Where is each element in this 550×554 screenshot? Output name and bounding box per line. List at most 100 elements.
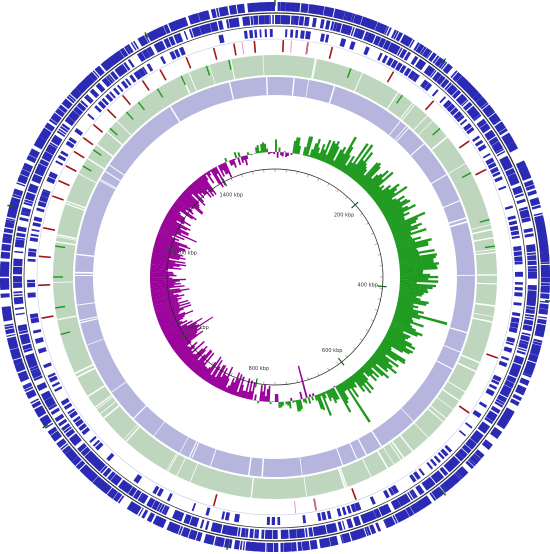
cds-reverse-arrow <box>452 89 462 99</box>
cds-forward-arrow <box>353 530 359 540</box>
gc-bar <box>384 206 403 218</box>
cds-forward-arrow <box>51 112 62 122</box>
gc-bar <box>152 248 184 257</box>
cds-forward-arrow <box>1 307 12 311</box>
gc-bar <box>322 154 328 163</box>
cds-reverse-arrow <box>151 500 158 510</box>
cds-forward-arrow <box>531 204 542 210</box>
gc-bar <box>200 367 209 379</box>
gc-bar <box>264 396 267 402</box>
cds-reverse-arrow <box>255 529 260 539</box>
cds-forward-arrow <box>526 360 537 367</box>
minor-tick <box>169 298 173 300</box>
gc-bar <box>213 364 227 387</box>
cds-reverse-arrow <box>507 172 517 180</box>
cds-reverse-arrow <box>261 15 265 25</box>
gc-bar <box>330 388 338 401</box>
cds-forward-arrow <box>209 535 215 545</box>
gc-bar <box>153 244 180 254</box>
blast-gap <box>76 367 96 379</box>
cds-reverse-arrow <box>19 217 29 222</box>
cds-forward-arrow <box>24 162 34 168</box>
cds-reverse-arrow <box>516 350 526 355</box>
cds-misc-arrow <box>383 489 390 499</box>
cds-forward-arrow <box>405 507 412 517</box>
gc-bar <box>316 152 321 160</box>
gc-bar <box>295 399 300 412</box>
gc-bar <box>306 136 314 157</box>
minor-tick <box>345 354 348 358</box>
cds-misc-arrow <box>39 195 49 203</box>
blast-gap <box>291 77 295 96</box>
cds-forward-arrow <box>428 52 437 62</box>
cds-reverse-arrow <box>380 38 387 48</box>
gc-bar <box>379 198 397 211</box>
cds-misc-arrow <box>32 329 42 334</box>
gc-bar <box>370 356 389 373</box>
cds-misc-arrow <box>399 64 407 74</box>
gc-bar <box>396 238 432 249</box>
cds-misc-arrow <box>95 442 104 451</box>
blast-gap <box>228 82 235 100</box>
gc-bar <box>184 189 200 204</box>
gc-bar <box>304 398 308 404</box>
gc-bar <box>227 378 235 394</box>
cds-reverse-arrow <box>484 129 495 139</box>
cds-forward-arrow <box>175 19 182 30</box>
cds-forward-arrow <box>233 540 238 550</box>
cds-forward-arrow <box>338 9 346 20</box>
cds-forward-arrow <box>108 55 118 65</box>
cds-forward-arrow <box>445 478 455 489</box>
gc-bar <box>152 297 182 306</box>
cds-reverse-arrow <box>46 144 57 153</box>
cds-misc-arrow <box>60 397 70 406</box>
cds-forward-arrow <box>441 483 449 492</box>
gc-bar <box>355 371 366 384</box>
rna-feature <box>458 405 470 414</box>
gc-bar <box>399 288 429 294</box>
gc-bar <box>381 200 401 214</box>
blast-gap <box>394 125 407 141</box>
cds-forward-arrow <box>485 108 494 116</box>
cds-reverse-arrow <box>13 291 23 294</box>
gc-bar <box>157 233 176 242</box>
cds-reverse-arrow <box>93 459 102 468</box>
cds-reverse-arrow <box>27 187 38 194</box>
cds-reverse-arrow <box>165 37 172 47</box>
cds-forward-arrow <box>64 448 75 459</box>
gc-bar <box>171 205 181 213</box>
cds-reverse-arrow <box>494 146 504 153</box>
gc-bar <box>259 150 262 153</box>
cds-forward-arrow <box>488 112 498 121</box>
cds-misc-arrow <box>482 153 491 159</box>
minor-tick <box>327 367 330 371</box>
cds-reverse-arrow <box>84 451 93 459</box>
gc-bar <box>307 397 312 404</box>
cds-reverse-arrow <box>122 482 131 493</box>
gc-bar <box>377 346 398 362</box>
cds-forward-arrow <box>22 382 32 388</box>
minor-tick <box>377 254 381 256</box>
gc-bar <box>345 143 369 175</box>
cds-reverse-arrow <box>18 326 28 332</box>
cds-misc-arrow <box>407 70 417 80</box>
cds-forward-arrow <box>456 75 466 86</box>
gc-bar <box>399 271 423 275</box>
cds-forward-arrow <box>68 94 77 102</box>
cds-misc-arrow <box>489 166 499 174</box>
gc-bar <box>357 162 379 185</box>
gc-bar <box>151 293 174 299</box>
blast-rings <box>52 55 497 499</box>
gc-bar <box>266 388 269 402</box>
gc-bar <box>285 401 288 405</box>
cds-reverse-arrow <box>352 516 359 527</box>
cds-misc-arrow <box>156 487 164 497</box>
blast-hit <box>432 127 441 136</box>
cds-forward-arrow <box>349 531 357 541</box>
gc-bar <box>393 313 414 322</box>
gc-bar <box>174 330 204 353</box>
gc-bar <box>216 165 218 167</box>
cds-reverse-arrow <box>113 476 123 486</box>
cds-misc-arrow <box>243 30 248 39</box>
cds-misc-arrow <box>74 128 84 136</box>
